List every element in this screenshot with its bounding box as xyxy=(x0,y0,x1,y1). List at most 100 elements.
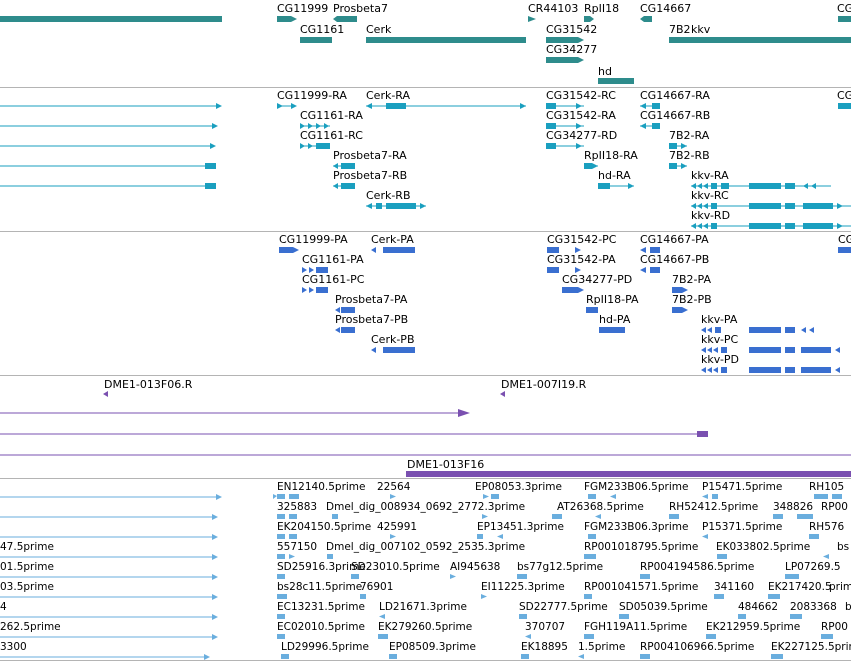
est-label[interactable]: Dmel_dig_007102_0592_2535.3prime xyxy=(326,541,526,553)
est-label[interactable]: b xyxy=(845,601,851,613)
transcript-feature[interactable] xyxy=(691,222,851,230)
protein-feature[interactable] xyxy=(371,246,415,254)
transcript-label[interactable]: kkv-RD xyxy=(691,209,731,222)
transcript-label[interactable]: 7B2-RB xyxy=(669,149,710,162)
est-label[interactable]: bs xyxy=(837,541,850,553)
est-label[interactable]: FGM233B06.5prime xyxy=(584,481,689,493)
est-label[interactable]: bs77g12.5prime xyxy=(517,561,604,573)
transcript-label[interactable]: CG xyxy=(837,89,851,102)
est-label[interactable]: 4 xyxy=(0,601,7,613)
transcript-label[interactable]: CG31542-RA xyxy=(546,109,616,122)
protein-label[interactable]: Cerk-PB xyxy=(371,333,415,346)
protein-feature[interactable] xyxy=(562,286,584,294)
transcript-feature[interactable] xyxy=(0,122,218,130)
est-label[interactable]: EK212959.5prime xyxy=(706,621,801,633)
est-feature[interactable] xyxy=(0,573,218,581)
protein-feature[interactable] xyxy=(302,286,328,294)
transcript-label[interactable]: CG14667-RA xyxy=(640,89,710,102)
est-label[interactable]: LD29996.5prime xyxy=(281,641,369,653)
gene-label[interactable]: CG31542 xyxy=(546,23,598,36)
protein-label[interactable]: Cerk-PA xyxy=(371,233,414,246)
est-label[interactable]: EC02010.5prime xyxy=(277,621,365,633)
transcript-feature[interactable] xyxy=(640,122,660,130)
transcript-feature[interactable] xyxy=(0,162,216,170)
est-label[interactable]: Dmel_dig_008934_0692_2772.3prime xyxy=(326,501,526,513)
gene-label[interactable]: hd xyxy=(598,65,612,78)
est-label[interactable]: 03.5prime xyxy=(0,581,54,593)
clone-end-marker[interactable] xyxy=(500,391,506,397)
transcript-feature[interactable] xyxy=(691,202,851,210)
est-label[interactable]: RH52412.5prime xyxy=(669,501,759,513)
transcript-label[interactable]: kkv-RA xyxy=(691,169,729,182)
clone-label[interactable]: DME1-013F06.R xyxy=(104,378,193,391)
est-label[interactable]: P15471.5prime xyxy=(702,481,783,493)
transcript-label[interactable]: Cerk-RA xyxy=(366,89,411,102)
est-label[interactable]: RP004194586.5prime xyxy=(640,561,755,573)
est-label[interactable]: RP00 xyxy=(821,501,848,513)
est-label[interactable]: 76901 xyxy=(360,581,394,593)
transcript-feature[interactable] xyxy=(640,102,660,110)
clone-label[interactable]: DME1-013F16 xyxy=(407,458,485,471)
est-label[interactable]: EN12140.5prime xyxy=(277,481,366,493)
gene-label[interactable]: RpII18 xyxy=(584,2,620,15)
transcript-feature[interactable] xyxy=(366,202,426,210)
est-label[interactable]: bs28c11.5prime xyxy=(277,581,363,593)
gene-label[interactable]: kkv xyxy=(691,23,711,36)
transcript-label[interactable]: 7B2-RA xyxy=(669,129,710,142)
est-label[interactable]: P15371.5prime xyxy=(702,521,783,533)
est-label[interactable]: EP08053.3prime xyxy=(475,481,562,493)
protein-label[interactable]: Prosbeta7-PB xyxy=(335,313,409,326)
est-feature[interactable] xyxy=(0,633,218,641)
est-label[interactable]: 262.5prime xyxy=(0,621,61,633)
est-label[interactable]: prime xyxy=(829,581,851,593)
transcript-feature[interactable] xyxy=(0,182,216,190)
transcript-feature[interactable] xyxy=(333,162,355,170)
gene-feature[interactable] xyxy=(528,16,536,22)
clone-end-marker[interactable] xyxy=(103,391,109,397)
protein-feature[interactable] xyxy=(302,266,328,274)
est-label[interactable]: RP001018795.5prime xyxy=(584,541,699,553)
est-label[interactable]: 47.5prime xyxy=(0,541,54,553)
est-label[interactable]: EK217420.5 xyxy=(768,581,832,593)
est-label[interactable]: 348826 xyxy=(773,501,814,513)
protein-feature[interactable] xyxy=(672,286,688,294)
est-label[interactable]: EK204150.5prime xyxy=(277,521,372,533)
protein-feature[interactable] xyxy=(701,366,851,374)
protein-label[interactable]: CG14667-PB xyxy=(640,253,710,266)
gene-feature[interactable] xyxy=(640,16,652,22)
gene-feature[interactable] xyxy=(546,37,584,43)
est-feature[interactable] xyxy=(0,553,218,561)
transcript-feature[interactable] xyxy=(333,182,355,190)
protein-label[interactable]: RpII18-PA xyxy=(586,293,639,306)
transcript-label[interactable]: Cerk-RB xyxy=(366,189,411,202)
gene-feature[interactable] xyxy=(333,16,357,22)
protein-feature[interactable] xyxy=(701,326,817,334)
clone-feature[interactable] xyxy=(406,471,851,477)
protein-label[interactable]: CG11999-PA xyxy=(279,233,348,246)
est-label[interactable]: RH576 xyxy=(809,521,845,533)
est-label[interactable]: 425991 xyxy=(377,521,418,533)
protein-feature[interactable] xyxy=(547,266,583,274)
est-label[interactable]: 1.5prime xyxy=(578,641,626,653)
est-feature[interactable] xyxy=(0,533,218,541)
transcript-label[interactable]: RpII18-RA xyxy=(584,149,638,162)
est-feature[interactable] xyxy=(0,613,218,621)
transcript-feature[interactable] xyxy=(838,102,851,110)
est-label[interactable]: EK033802.5prime xyxy=(716,541,811,553)
transcript-label[interactable]: CG1161-RC xyxy=(300,129,363,142)
clone-feature[interactable] xyxy=(0,430,708,438)
est-label[interactable]: SD25916.3prime xyxy=(277,561,366,573)
gene-label[interactable]: Cerk xyxy=(366,23,392,36)
transcript-label[interactable]: Prosbeta7-RB xyxy=(333,169,408,182)
transcript-label[interactable]: hd-RA xyxy=(598,169,631,182)
transcript-label[interactable]: CG1161-RA xyxy=(300,109,363,122)
est-label[interactable]: 3300 xyxy=(0,641,27,653)
est-label[interactable]: SD05039.5prime xyxy=(619,601,708,613)
est-label[interactable]: LP07269.5 xyxy=(785,561,841,573)
transcript-label[interactable]: CG31542-RC xyxy=(546,89,616,102)
transcript-label[interactable]: kkv-RC xyxy=(691,189,729,202)
est-label[interactable]: RP001041571.5prime xyxy=(584,581,699,593)
protein-feature[interactable] xyxy=(640,246,660,254)
protein-label[interactable]: CG1161-PC xyxy=(302,273,365,286)
clone-label[interactable]: DME1-007I19.R xyxy=(501,378,587,391)
